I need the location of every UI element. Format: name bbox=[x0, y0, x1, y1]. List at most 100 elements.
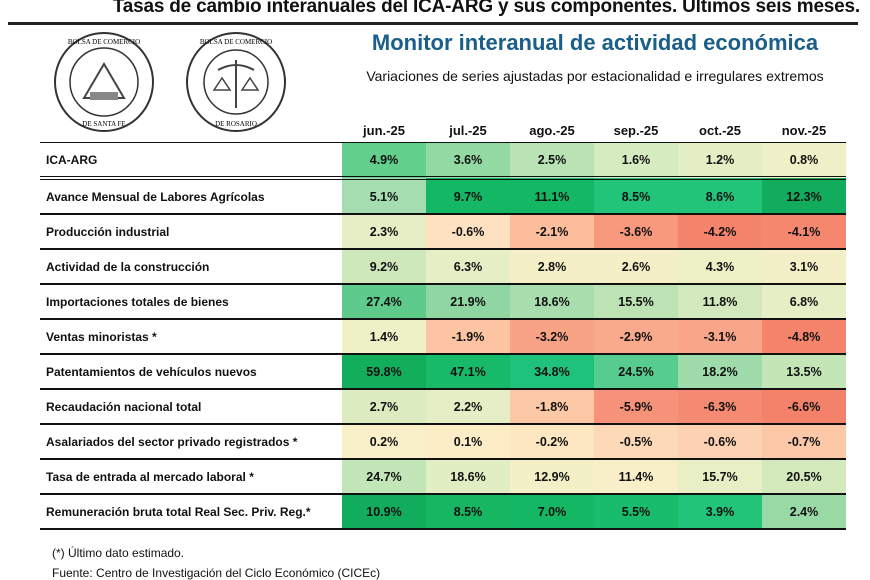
description: Variaciones de series ajustadas por esta… bbox=[366, 68, 824, 84]
heatmap-cell: 5.1% bbox=[342, 178, 426, 214]
table-row: Patentamientos de vehículos nuevos 59.8% 4… bbox=[40, 354, 846, 389]
heatmap-cell: 4.9% bbox=[342, 142, 426, 178]
heatmap-cell: 20.5% bbox=[762, 459, 846, 494]
svg-text:BOLSA DE COMERCIO: BOLSA DE COMERCIO bbox=[200, 38, 272, 46]
heatmap-cell: 3.6% bbox=[426, 142, 510, 178]
table-row: Ventas minoristas * 1.4% -1.9% -3.2% -2.9% -3… bbox=[40, 319, 846, 354]
heatmap-cell: 11.8% bbox=[678, 284, 762, 319]
heatmap-cell: 11.1% bbox=[510, 178, 594, 214]
heatmap-cell: 9.7% bbox=[426, 178, 510, 214]
heatmap-cell: 11.4% bbox=[594, 459, 678, 494]
heatmap-cell: 7.0% bbox=[510, 494, 594, 529]
row-label: Producción industrial bbox=[46, 224, 170, 239]
heatmap-cell: 2.5% bbox=[510, 142, 594, 178]
heatmap-cell: 18.2% bbox=[678, 354, 762, 389]
table-row: Remuneración bruta total Real Sec. Priv.… bbox=[40, 494, 846, 529]
heatmap-cell: -0.6% bbox=[426, 214, 510, 249]
row-label: Remuneración bruta total Real Sec. Priv.… bbox=[46, 504, 311, 519]
heatmap-cell: 2.8% bbox=[510, 249, 594, 284]
column-header: jun.-25 bbox=[363, 122, 405, 138]
row-label: Avance Mensual de Labores Agrícolas bbox=[46, 189, 265, 204]
heatmap-cell: 2.6% bbox=[594, 249, 678, 284]
heatmap-cell: 24.7% bbox=[342, 459, 426, 494]
heatmap-cell: 34.8% bbox=[510, 354, 594, 389]
subtitle: Monitor interanual de actividad económic… bbox=[371, 30, 819, 55]
heatmap-cell: 4.3% bbox=[678, 249, 762, 284]
heatmap-cell: -6.6% bbox=[762, 389, 846, 424]
heatmap-cell: -4.1% bbox=[762, 214, 846, 249]
header-blank bbox=[40, 118, 342, 143]
heatmap-cell: -0.2% bbox=[510, 424, 594, 459]
heatmap-cell: -2.9% bbox=[594, 319, 678, 354]
heatmap-cell: -3.1% bbox=[678, 319, 762, 354]
heatmap-cell: 59.8% bbox=[342, 354, 426, 389]
row-label: Importaciones totales de bienes bbox=[46, 294, 229, 309]
heatmap-cell: -3.2% bbox=[510, 319, 594, 354]
heatmap-cell: -4.2% bbox=[678, 214, 762, 249]
table-row: Producción industrial 2.3% -0.6% -2.1% -3.6%… bbox=[40, 214, 846, 249]
heatmap-cell: 2.2% bbox=[426, 389, 510, 424]
heatmap-cell: -0.7% bbox=[762, 424, 846, 459]
heatmap-cell: 15.7% bbox=[678, 459, 762, 494]
heatmap-cell: 1.4% bbox=[342, 319, 426, 354]
row-label: ICA-ARG bbox=[46, 152, 98, 167]
heatmap-cell: 1.6% bbox=[594, 142, 678, 178]
heatmap-cell: 15.5% bbox=[594, 284, 678, 319]
heatmap-cell: 12.3% bbox=[762, 178, 846, 214]
heatmap-cell: 8.5% bbox=[426, 494, 510, 529]
heatmap-cell: 18.6% bbox=[510, 284, 594, 319]
row-label: Patentamientos de vehículos nuevos bbox=[46, 364, 257, 379]
bolsa-santa-fe-logo: BOLSA DE COMERCIO DE SANTA FE bbox=[54, 32, 154, 132]
footnote: (*) Último dato estimado. bbox=[52, 546, 185, 560]
heatmap-cell: 0.1% bbox=[426, 424, 510, 459]
table-row: ICA-ARG 4.9% 3.6% 2.5% 1.6% 1.2% 0.8% bbox=[40, 142, 846, 178]
heatmap-cell: 0.8% bbox=[762, 142, 846, 178]
heatmap-cell: 2.4% bbox=[762, 494, 846, 529]
bolsa-rosario-logo: BOLSA DE COMERCIO DE ROSARIO bbox=[186, 32, 286, 132]
heatmap-table: jun.-25 jul.-25 ago.-25 sep.-25 oct.-25 nov.-… bbox=[40, 118, 846, 530]
heatmap-cell: 21.9% bbox=[426, 284, 510, 319]
table-row: Importaciones totales de bienes 27.4% 21.9… bbox=[40, 284, 846, 319]
heatmap-cell: 47.1% bbox=[426, 354, 510, 389]
row-label: Ventas minoristas * bbox=[46, 329, 157, 344]
heatmap-cell: -0.5% bbox=[594, 424, 678, 459]
heatmap-cell: 6.8% bbox=[762, 284, 846, 319]
svg-text:BOLSA DE COMERCIO: BOLSA DE COMERCIO bbox=[68, 38, 140, 46]
row-label: Tasa de entrada al mercado laboral * bbox=[46, 469, 254, 484]
table-row: Recaudación nacional total 2.7% 2.2% -1.8% -… bbox=[40, 389, 846, 424]
heatmap-cell: -3.6% bbox=[594, 214, 678, 249]
column-header: sep.-25 bbox=[613, 122, 659, 138]
heatmap-cell: 13.5% bbox=[762, 354, 846, 389]
svg-text:DE SANTA FE: DE SANTA FE bbox=[82, 120, 125, 128]
row-label: Asalariados del sector privado registrad… bbox=[46, 434, 298, 449]
table-row: Avance Mensual de Labores Agrícolas 5.1% 9… bbox=[40, 178, 846, 214]
heatmap-cell: -5.9% bbox=[594, 389, 678, 424]
heatmap-cell: -1.9% bbox=[426, 319, 510, 354]
source: Fuente: Centro de Investigación del Cicl… bbox=[52, 566, 381, 580]
heatmap-cell: 6.3% bbox=[426, 249, 510, 284]
heatmap-cell: 5.5% bbox=[594, 494, 678, 529]
heatmap-cell: 3.1% bbox=[762, 249, 846, 284]
column-header: ago.-25 bbox=[529, 122, 575, 138]
heatmap-cell: 2.7% bbox=[342, 389, 426, 424]
heatmap-cell: 2.3% bbox=[342, 214, 426, 249]
heatmap-cell: 27.4% bbox=[342, 284, 426, 319]
heatmap-cell: 12.9% bbox=[510, 459, 594, 494]
heatmap-cell: -6.3% bbox=[678, 389, 762, 424]
column-header: oct.-25 bbox=[699, 122, 741, 138]
heatmap-cell: -0.6% bbox=[678, 424, 762, 459]
row-label: Actividad de la construcción bbox=[46, 259, 210, 274]
column-header: jul.-25 bbox=[449, 122, 487, 138]
heatmap-cell: 10.9% bbox=[342, 494, 426, 529]
row-label: Recaudación nacional total bbox=[46, 399, 202, 414]
table-row: Tasa de entrada al mercado laboral * 24.7… bbox=[40, 459, 846, 494]
heatmap-cell: 8.6% bbox=[678, 178, 762, 214]
table-row: Asalariados del sector privado registrad… bbox=[40, 424, 846, 459]
heatmap-cell: -1.8% bbox=[510, 389, 594, 424]
heatmap-cell: -2.1% bbox=[510, 214, 594, 249]
heatmap-cell: 24.5% bbox=[594, 354, 678, 389]
heatmap-cell: -4.8% bbox=[762, 319, 846, 354]
column-header: nov.-25 bbox=[781, 122, 827, 138]
heatmap-cell: 18.6% bbox=[426, 459, 510, 494]
heatmap-cell: 8.5% bbox=[594, 178, 678, 214]
